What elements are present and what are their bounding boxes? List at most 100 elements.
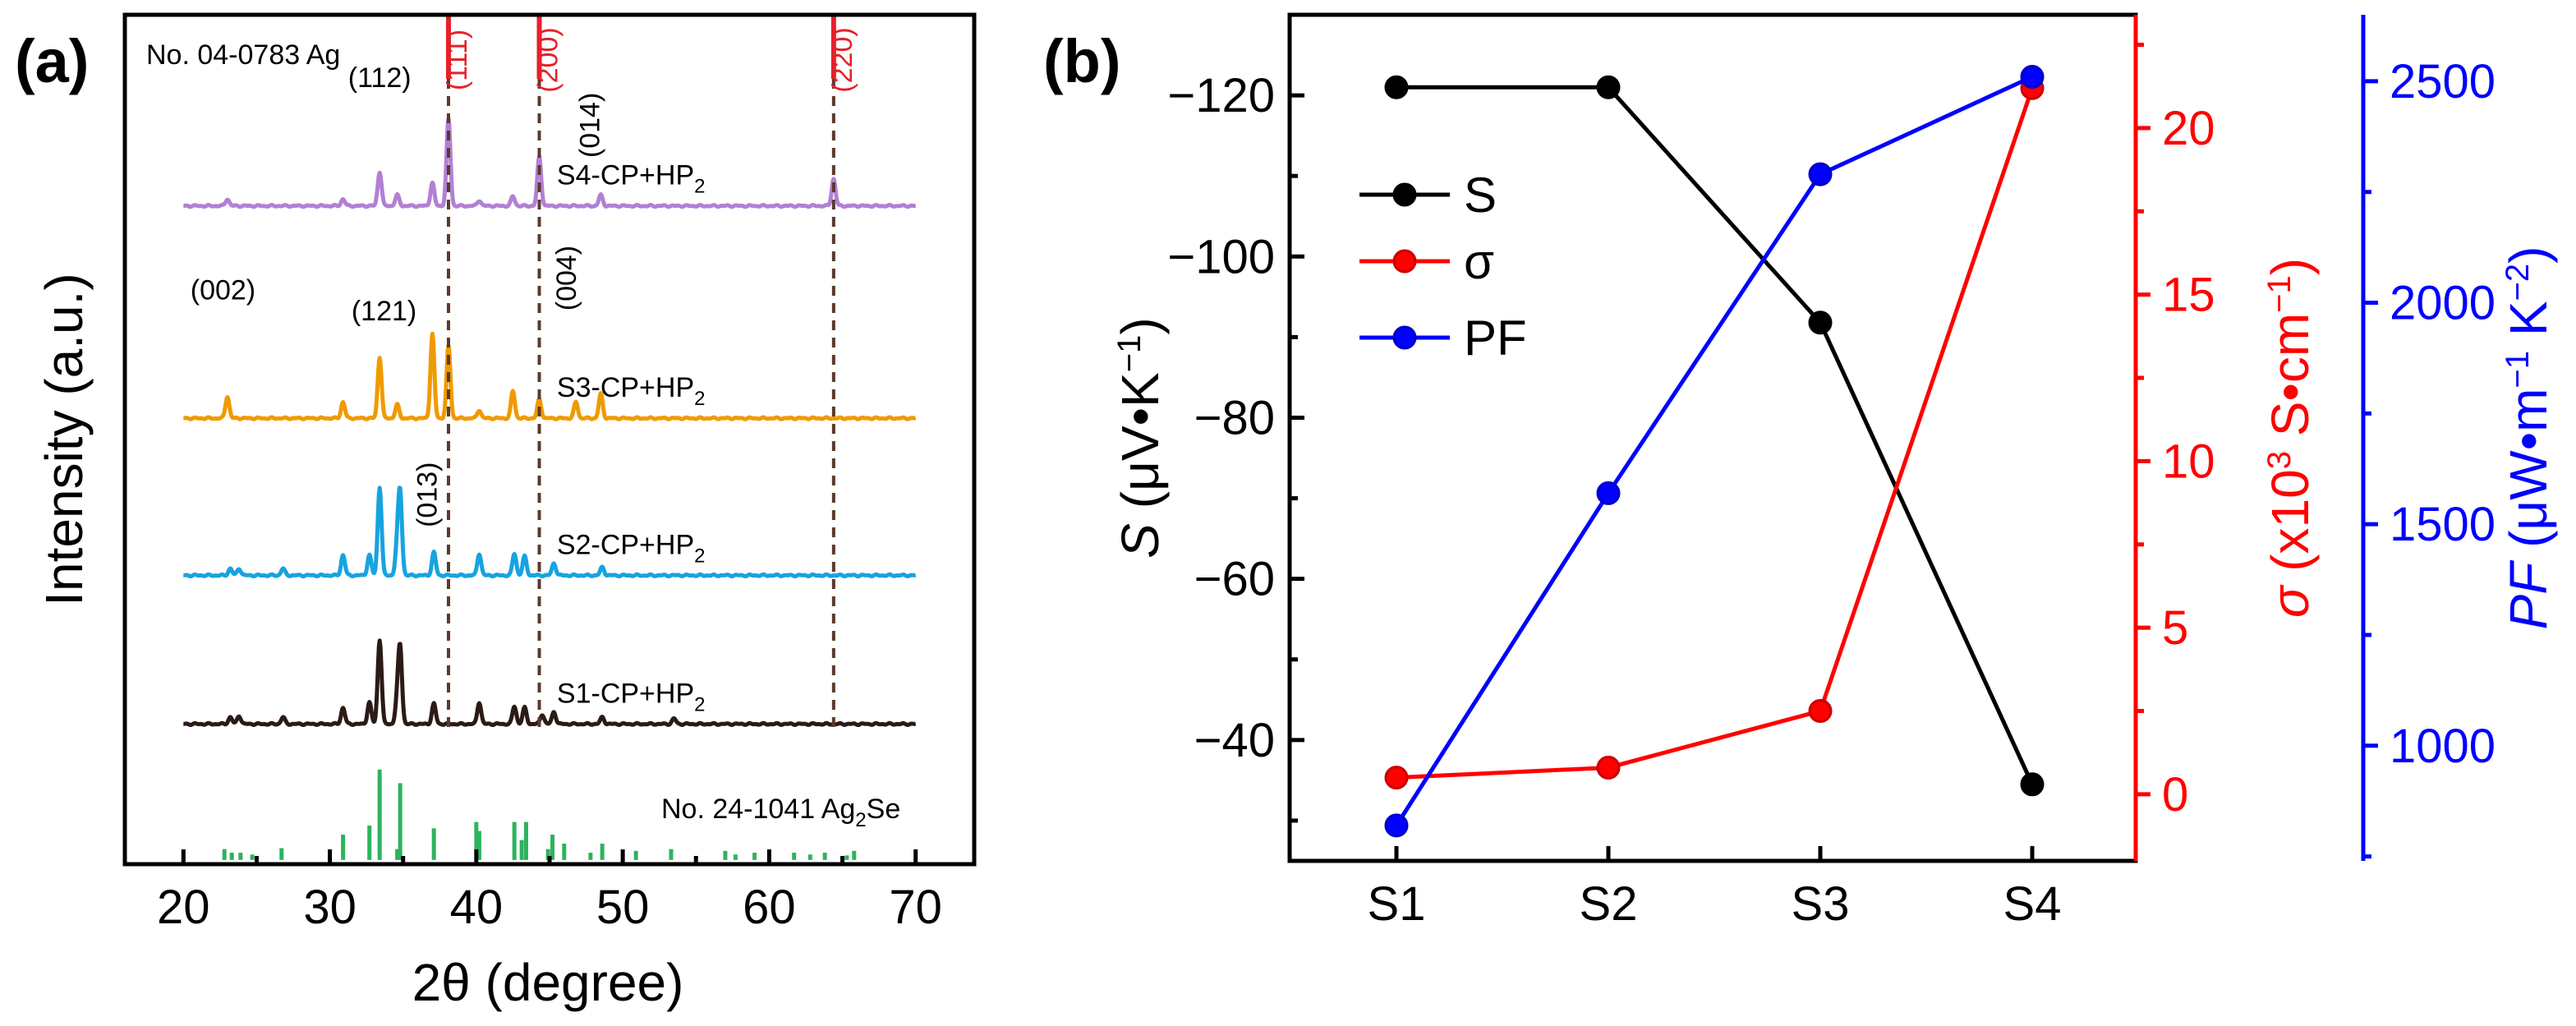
panel-a-x-title: 2θ (degree) xyxy=(412,953,684,1012)
panel-b-x-tick-label: S4 xyxy=(2003,877,2062,931)
trace-label-subscript: 2 xyxy=(694,545,705,567)
xrd-trace-s4 xyxy=(182,116,918,209)
series-point-s xyxy=(1384,75,1409,99)
panel-a-x-tick-label: 20 xyxy=(157,881,210,934)
pf-axis-tick-label: 2500 xyxy=(2390,55,2496,108)
ag2se-card-text: No. 24-1041 Ag xyxy=(661,794,855,825)
ag-ref-hkl-label: (220) xyxy=(827,27,858,92)
trace-label-s1: S1-CP+HP2 xyxy=(557,678,706,715)
sigma-axis-tick-label: 5 xyxy=(2162,601,2188,655)
panel-b-x-tick-label: S1 xyxy=(1368,877,1426,931)
panel-b-x-tick-label: S2 xyxy=(1580,877,1638,931)
ag2se-card-tail: Se xyxy=(867,794,901,825)
pf-axis-ticks: 1000 1500 2000 2500 xyxy=(2363,55,2496,859)
panel-a-frame xyxy=(122,12,977,867)
pf-axis-unit2: K xyxy=(2499,301,2558,350)
sigma-axis-sup2: −1 xyxy=(2261,275,2298,313)
s-axis-close: ) xyxy=(1111,317,1170,334)
series-point-sigma xyxy=(1384,766,1409,790)
ag-ref-hkl-label: (111) xyxy=(442,30,473,90)
pf-axis-tick-label: 1000 xyxy=(2390,720,2496,773)
xrd-trace-s3 xyxy=(182,331,918,421)
pf-axis-title: PF (μW•m−1 K−2) xyxy=(2499,246,2558,630)
hkl-label: (112) xyxy=(348,62,412,94)
hkl-label: (014) xyxy=(575,93,606,158)
trace-label-s3: S3-CP+HP2 xyxy=(557,372,706,410)
s-axis-tick-label: −80 xyxy=(1194,391,1275,444)
series-line-s xyxy=(1396,85,2035,785)
sigma-axis-tick-label: 10 xyxy=(2162,435,2215,488)
legend-sigma-marker xyxy=(1392,249,1417,274)
panel-a-x-tick-label: 60 xyxy=(743,881,796,934)
panel-a-xrd: (a) (111) (200) (220) (112) (014) (002) (121)… xyxy=(15,12,977,1012)
series-point-s xyxy=(2020,772,2045,797)
legend-pf-label: PF xyxy=(1464,311,1527,366)
panel-a-x-tick-label: 40 xyxy=(450,881,504,934)
panel-a-x-tick-label: 50 xyxy=(596,881,650,934)
panel-b-series xyxy=(1384,64,2045,838)
sigma-axis-ticks: 0 5 10 15 20 xyxy=(2136,42,2215,821)
hkl-label: (013) xyxy=(412,462,444,527)
ag-reference-lines: (111) (200) (220) xyxy=(442,15,858,729)
pf-axis-tick-label: 2000 xyxy=(2390,277,2496,330)
pf-axis-sup1: −1 xyxy=(2500,351,2536,389)
series-point-pf xyxy=(1808,162,1833,186)
pf-axis-sup2: −2 xyxy=(2500,264,2536,301)
sigma-axis-tick-label: 15 xyxy=(2162,269,2215,322)
ag2se-card-label: No. 24-1041 Ag2Se xyxy=(661,794,900,831)
panel-a-x-ticks: 20 30 40 50 60 70 xyxy=(157,849,942,934)
series-point-pf xyxy=(1384,813,1409,838)
panel-b-properties: (b) S1 S2 S3 S4 −120−100−80−60−40 05101520 … xyxy=(1043,12,2558,931)
s-axis-sup: −1 xyxy=(1111,335,1148,373)
trace-label-text: S2-CP+HP xyxy=(557,529,694,560)
series-point-s xyxy=(1808,311,1833,335)
panel-b-label: (b) xyxy=(1043,27,1121,95)
series-point-sigma xyxy=(1808,699,1833,724)
sigma-axis-symbol: σ xyxy=(2261,584,2320,618)
legend-sigma-label: σ xyxy=(1464,234,1494,289)
panel-a-label: (a) xyxy=(15,27,89,95)
s-axis-tick-label: −100 xyxy=(1167,230,1275,283)
sigma-axis-title: σ (x103 S•cm−1) xyxy=(2261,258,2320,618)
sigma-axis-unit2: S•cm xyxy=(2261,313,2320,451)
panel-a-y-title: Intensity (a.u.) xyxy=(34,273,94,606)
hkl-label: (004) xyxy=(551,246,582,311)
pf-axis-unit: (μW•m xyxy=(2499,389,2558,563)
legend: S σ PF xyxy=(1359,168,1527,366)
hkl-label: (002) xyxy=(191,274,255,306)
series-point-sigma xyxy=(1596,755,1621,780)
series-point-s xyxy=(1596,75,1621,99)
sigma-axis-tick-label: 20 xyxy=(2162,102,2215,155)
trace-label-subscript: 2 xyxy=(694,176,705,198)
trace-label-text: S4-CP+HP xyxy=(557,160,694,191)
xrd-trace-s2 xyxy=(182,485,918,579)
s-axis-unit: (μV•K xyxy=(1111,372,1170,523)
xrd-traces xyxy=(182,116,918,727)
pf-axis-symbol: PF xyxy=(2499,559,2558,630)
sigma-axis-sup1: 3 xyxy=(2261,451,2298,469)
panel-b-x-tick-label: S3 xyxy=(1792,877,1850,931)
trace-label-s2: S2-CP+HP2 xyxy=(557,529,706,567)
s-axis-tick-label: −40 xyxy=(1194,714,1275,767)
pf-axis-tick-label: 1500 xyxy=(2390,498,2496,551)
hkl-label: (121) xyxy=(352,296,416,327)
s-axis-symbol: S xyxy=(1111,523,1170,559)
ag2se-card-subscript: 2 xyxy=(855,809,866,831)
xrd-trace-s1 xyxy=(182,638,918,727)
legend-pf-marker xyxy=(1392,325,1417,350)
trace-label-text: S1-CP+HP xyxy=(557,678,694,709)
s-axis-ticks: −120 −100 −80 −60 −40 xyxy=(1167,12,1304,823)
pf-axis-close: ) xyxy=(2499,246,2558,264)
series-line-sigma xyxy=(1396,87,2035,780)
hkl-labels: (112) (014) (002) (121) (004) (013) xyxy=(191,62,606,527)
series-point-pf xyxy=(2020,64,2045,89)
series-line-pf xyxy=(1394,75,2034,827)
sigma-axis-unit: (x10 xyxy=(2261,469,2320,586)
ag-card-label: No. 04-0783 Ag xyxy=(146,39,340,71)
sigma-axis-tick-label: 0 xyxy=(2162,768,2188,821)
trace-label-text: S3-CP+HP xyxy=(557,372,694,403)
panel-b-x-ticks: S1 S2 S3 S4 xyxy=(1368,846,2062,931)
s-axis-tick-label: −60 xyxy=(1194,553,1275,606)
